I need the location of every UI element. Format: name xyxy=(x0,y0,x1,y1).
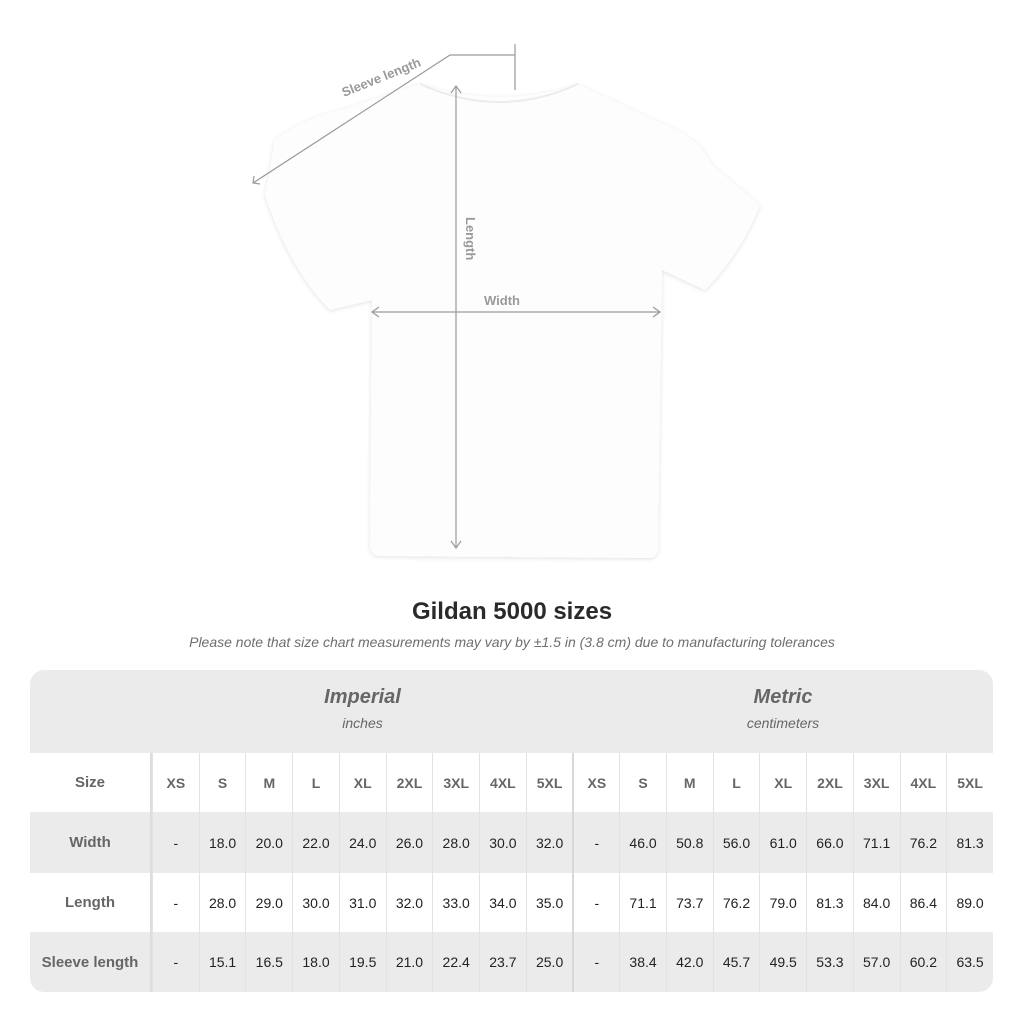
width-label: Width xyxy=(484,293,520,308)
value-cell: 73.7 xyxy=(665,873,713,932)
value-cell: 38.4 xyxy=(619,932,666,992)
metric-header: Metric centimeters xyxy=(573,686,993,731)
value-cell: 25.0 xyxy=(525,932,573,992)
value-cell: 30.0 xyxy=(292,873,339,932)
metric-unit: centimeters xyxy=(746,715,820,731)
value-cell: 76.2 xyxy=(712,873,760,932)
size-header-cell: M xyxy=(245,753,292,812)
value-cell: - xyxy=(572,812,619,873)
value-cell: - xyxy=(572,932,619,992)
row-label: Length xyxy=(30,873,152,932)
value-cell: 30.0 xyxy=(479,812,526,873)
value-cell: 15.1 xyxy=(198,932,246,992)
value-cell: 16.5 xyxy=(245,932,292,992)
table-row: Sleeve length -15.1 16.5 18.0 19.5 21.0 22.4 23… xyxy=(30,932,993,992)
imperial-unit: inches xyxy=(342,715,383,731)
size-header-cell: 4XL xyxy=(899,753,947,812)
imperial-header: Imperial inches xyxy=(152,686,573,731)
value-cell: 89.0 xyxy=(946,873,993,932)
value-cell: 81.3 xyxy=(946,812,993,873)
value-cell: 29.0 xyxy=(245,873,292,932)
tshirt-diagram: Sleeve length Length Width xyxy=(252,44,760,558)
table-row: Length -28.0 29.0 30.0 31.0 32.0 33.0 34.0 35.0-… xyxy=(30,873,993,932)
value-cell: 76.2 xyxy=(899,812,947,873)
value-cell: 28.0 xyxy=(432,812,479,873)
value-cell: 24.0 xyxy=(338,812,386,873)
row-label: Width xyxy=(30,812,152,873)
value-cell: 71.1 xyxy=(852,812,900,873)
value-cell: 79.0 xyxy=(759,873,806,932)
value-cell: - xyxy=(152,932,199,992)
size-header-cell: 3XL xyxy=(852,753,900,812)
size-header-cell: M xyxy=(665,753,713,812)
value-cell: 66.0 xyxy=(806,812,853,873)
tshirt-shape xyxy=(265,84,760,558)
size-table: Imperial inches Metric centimeters Size X… xyxy=(30,670,993,992)
value-cell: 31.0 xyxy=(338,873,386,932)
value-cell: - xyxy=(152,873,199,932)
value-cell: 84.0 xyxy=(852,873,900,932)
size-header-cell: L xyxy=(292,753,339,812)
tolerance-note: Please note that size chart measurements… xyxy=(189,634,835,650)
value-cell: 35.0 xyxy=(525,873,573,932)
value-cell: - xyxy=(572,873,619,932)
length-label: Length xyxy=(463,217,478,260)
value-cell: 18.0 xyxy=(292,932,339,992)
size-header-cell: L xyxy=(712,753,760,812)
value-cell: 81.3 xyxy=(806,873,853,932)
value-cell: 60.2 xyxy=(899,932,947,992)
value-cell: 22.0 xyxy=(292,812,339,873)
size-header-cell: XS xyxy=(572,753,619,812)
value-cell: 42.0 xyxy=(665,932,713,992)
value-cell: 61.0 xyxy=(759,812,806,873)
value-cell: 19.5 xyxy=(338,932,386,992)
size-header-row: Size XS S M L XL 2XL 3XL 4XL 5XL XS S M L XL 2XL 3XL 4XL 5… xyxy=(30,753,993,812)
value-cell: 56.0 xyxy=(712,812,760,873)
value-cell: 18.0 xyxy=(198,812,246,873)
size-header-cell: 5XL xyxy=(525,753,573,812)
value-cell: 22.4 xyxy=(432,932,479,992)
size-header-cell: 5XL xyxy=(946,753,993,812)
value-cell: 28.0 xyxy=(198,873,246,932)
value-cell: 63.5 xyxy=(946,932,993,992)
size-header-cell: S xyxy=(619,753,666,812)
size-header-cell: 3XL xyxy=(432,753,479,812)
value-cell: 86.4 xyxy=(899,873,947,932)
measure-lines xyxy=(252,44,662,550)
value-cell: 20.0 xyxy=(245,812,292,873)
size-header-cell: XL xyxy=(759,753,806,812)
value-cell: 32.0 xyxy=(385,873,433,932)
value-cell: 46.0 xyxy=(619,812,666,873)
imperial-title: Imperial xyxy=(324,686,401,708)
value-cell: 33.0 xyxy=(432,873,479,932)
value-cell: 45.7 xyxy=(712,932,760,992)
page-title: Gildan 5000 sizes xyxy=(411,598,613,625)
value-cell: 32.0 xyxy=(525,812,573,873)
size-header-cell: 2XL xyxy=(806,753,853,812)
value-cell: 57.0 xyxy=(852,932,900,992)
size-header-cell: 4XL xyxy=(479,753,526,812)
value-cell: 34.0 xyxy=(479,873,526,932)
row-label: Sleeve length xyxy=(30,932,152,992)
metric-title: Metric xyxy=(753,686,813,708)
size-header-cell: XL xyxy=(338,753,386,812)
value-cell: 49.5 xyxy=(759,932,806,992)
size-header-cell: XS xyxy=(152,753,199,812)
size-header-cell: 2XL xyxy=(385,753,433,812)
row-label: Size xyxy=(30,753,152,812)
value-cell: 71.1 xyxy=(619,873,666,932)
value-cell: 50.8 xyxy=(665,812,713,873)
size-header-cell: S xyxy=(198,753,246,812)
table-row: Width -18.0 20.0 22.0 24.0 26.0 28.0 30.0 32.0-4… xyxy=(30,812,993,873)
value-cell: 26.0 xyxy=(385,812,433,873)
value-cell: 21.0 xyxy=(385,932,433,992)
value-cell: 23.7 xyxy=(479,932,526,992)
value-cell: 53.3 xyxy=(806,932,853,992)
value-cell: - xyxy=(152,812,199,873)
